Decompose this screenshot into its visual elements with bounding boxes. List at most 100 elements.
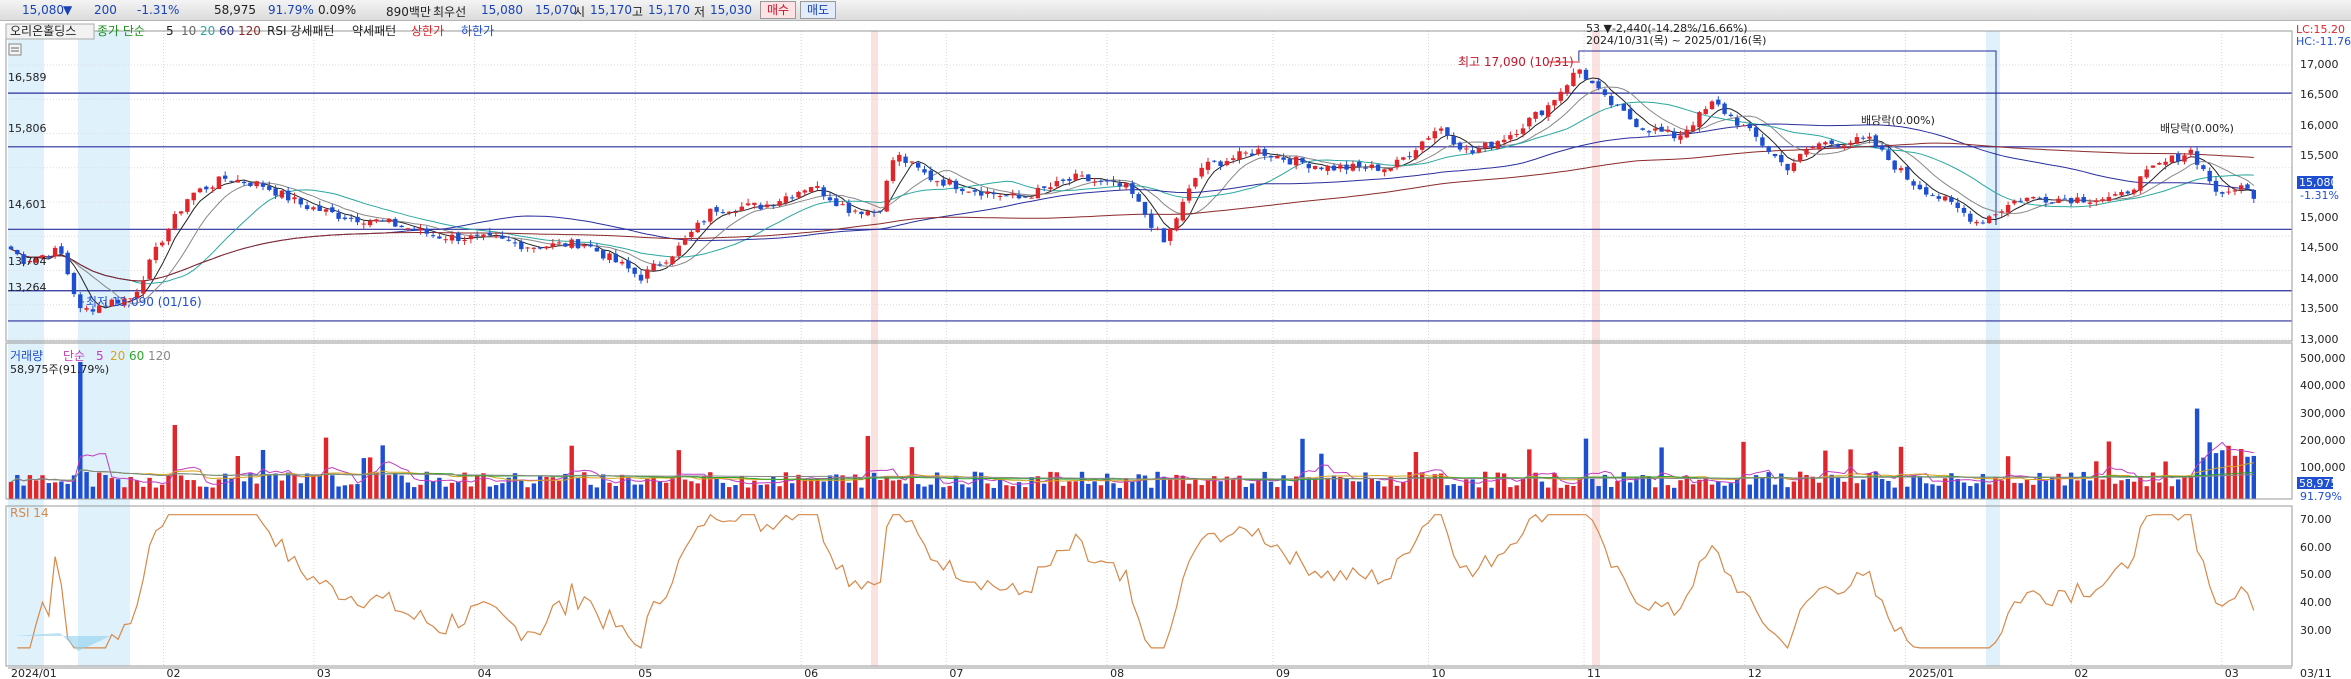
- volume-bar: [1060, 485, 1066, 499]
- volume-bar: [185, 480, 190, 499]
- volume-bar: [2220, 450, 2225, 499]
- candle-body: [2131, 189, 2137, 194]
- candle-body: [1564, 85, 1570, 94]
- candle-body: [298, 198, 303, 205]
- volume-bar: [1262, 471, 1267, 499]
- candle-body: [947, 179, 952, 185]
- volume-bar: [1142, 475, 1148, 499]
- candle-body: [292, 197, 297, 200]
- volume-bar: [1413, 451, 1419, 499]
- quote-bar: 15,080 ▼ 200 -1.31% 58,975 91.79% 0.09% …: [0, 0, 2351, 21]
- candle-body: [708, 208, 713, 222]
- candle-body: [468, 235, 474, 240]
- candle-body: [966, 191, 971, 193]
- candle-body: [1804, 149, 1809, 155]
- candle-body: [1092, 181, 1097, 183]
- candle-body: [286, 190, 291, 201]
- candle-body: [2163, 161, 2168, 165]
- candle-body: [1287, 158, 1293, 165]
- candle-body: [1426, 138, 1431, 140]
- candle-body: [1413, 150, 1419, 159]
- candle-body: [1741, 125, 1746, 127]
- volume-bar: [1281, 475, 1286, 499]
- candle-body: [103, 305, 108, 307]
- volume-bar: [1445, 485, 1450, 499]
- volume-bar: [859, 487, 864, 499]
- candle-body: [1546, 105, 1551, 117]
- candle-body: [1527, 117, 1532, 127]
- candle-body: [1961, 207, 1967, 213]
- volume-bar: [128, 476, 133, 499]
- volume-bar: [1029, 477, 1034, 499]
- best-quote-label: 최우선: [433, 5, 467, 19]
- candle-body: [1224, 161, 1230, 166]
- candle-body: [1558, 91, 1563, 101]
- candle-body: [1319, 167, 1324, 170]
- candle-body: [1136, 194, 1141, 202]
- volume-bar: [1924, 483, 1929, 499]
- candle-body: [2024, 197, 2030, 202]
- volume-bar: [468, 486, 474, 499]
- candle-body: [953, 180, 959, 190]
- volume-bar: [714, 478, 719, 499]
- candle-body: [1142, 201, 1148, 215]
- sell-button[interactable]: 매도: [800, 1, 837, 19]
- candle-body: [2176, 153, 2181, 162]
- candle-body: [2245, 184, 2250, 189]
- ask-price: 15,080: [481, 3, 523, 17]
- volume-bar: [2018, 483, 2023, 499]
- candle-body: [720, 212, 726, 214]
- candle-body: [1936, 196, 1941, 199]
- candle-body: [260, 183, 266, 187]
- volume-ma-120: [10, 469, 2254, 483]
- volume-bar: [449, 482, 455, 499]
- candle-body: [2182, 155, 2187, 162]
- candle-body: [853, 210, 858, 212]
- candle-body: [771, 205, 776, 207]
- volume-bar: [972, 471, 978, 499]
- volume-bar: [1149, 487, 1154, 499]
- stock-chart[interactable]: 오리온홀딩스 종가 단순 5 10 20 60 120 RSI 강세패턴 약세패…: [0, 21, 2351, 679]
- volume-bar: [645, 478, 650, 499]
- volume-bar: [248, 473, 253, 499]
- volume-bar: [103, 474, 108, 499]
- volume-bar: [462, 472, 467, 499]
- range-bracket: [1578, 50, 1997, 225]
- rsi-line: [17, 513, 2255, 650]
- candle-body: [1816, 143, 1822, 149]
- buy-button[interactable]: 매수: [760, 1, 797, 19]
- panel-menu-icon[interactable]: [8, 43, 22, 56]
- candle-body: [651, 263, 656, 271]
- volume-bar: [399, 475, 404, 499]
- candle-body: [613, 253, 618, 263]
- candle-body: [909, 161, 915, 163]
- volume-bar: [1105, 473, 1110, 499]
- candle-body: [764, 204, 770, 208]
- y-tick: 16,000: [2300, 119, 2339, 132]
- volume-bar: [960, 484, 965, 499]
- candle-body: [122, 298, 127, 306]
- candle-body: [78, 294, 83, 309]
- candle-body: [1249, 153, 1255, 156]
- candle-body: [128, 298, 133, 300]
- volume-ma-20: [10, 462, 2254, 483]
- volume-bar: [430, 481, 436, 499]
- candle-body: [380, 220, 385, 222]
- volume-ratio-tag: 91.79%: [2300, 490, 2342, 503]
- volume-bar: [1728, 483, 1734, 499]
- candle-body: [134, 291, 140, 299]
- x-axis-label: 07: [949, 667, 963, 679]
- volume-bar: [84, 472, 89, 499]
- level-label-13704: 13,704: [8, 255, 47, 268]
- candle-body: [1665, 129, 1671, 132]
- volume-bar: [1823, 450, 1828, 499]
- candle-body: [178, 211, 184, 214]
- volume-bar: [1035, 476, 1041, 499]
- candle-body: [840, 204, 845, 206]
- candle-body: [1974, 221, 1979, 224]
- candle-body: [1798, 153, 1803, 162]
- rsi-weak-legend: 약세패턴: [352, 23, 396, 38]
- candle-body: [59, 246, 64, 254]
- x-axis-label: 03: [317, 667, 331, 679]
- candle-body: [1709, 101, 1715, 110]
